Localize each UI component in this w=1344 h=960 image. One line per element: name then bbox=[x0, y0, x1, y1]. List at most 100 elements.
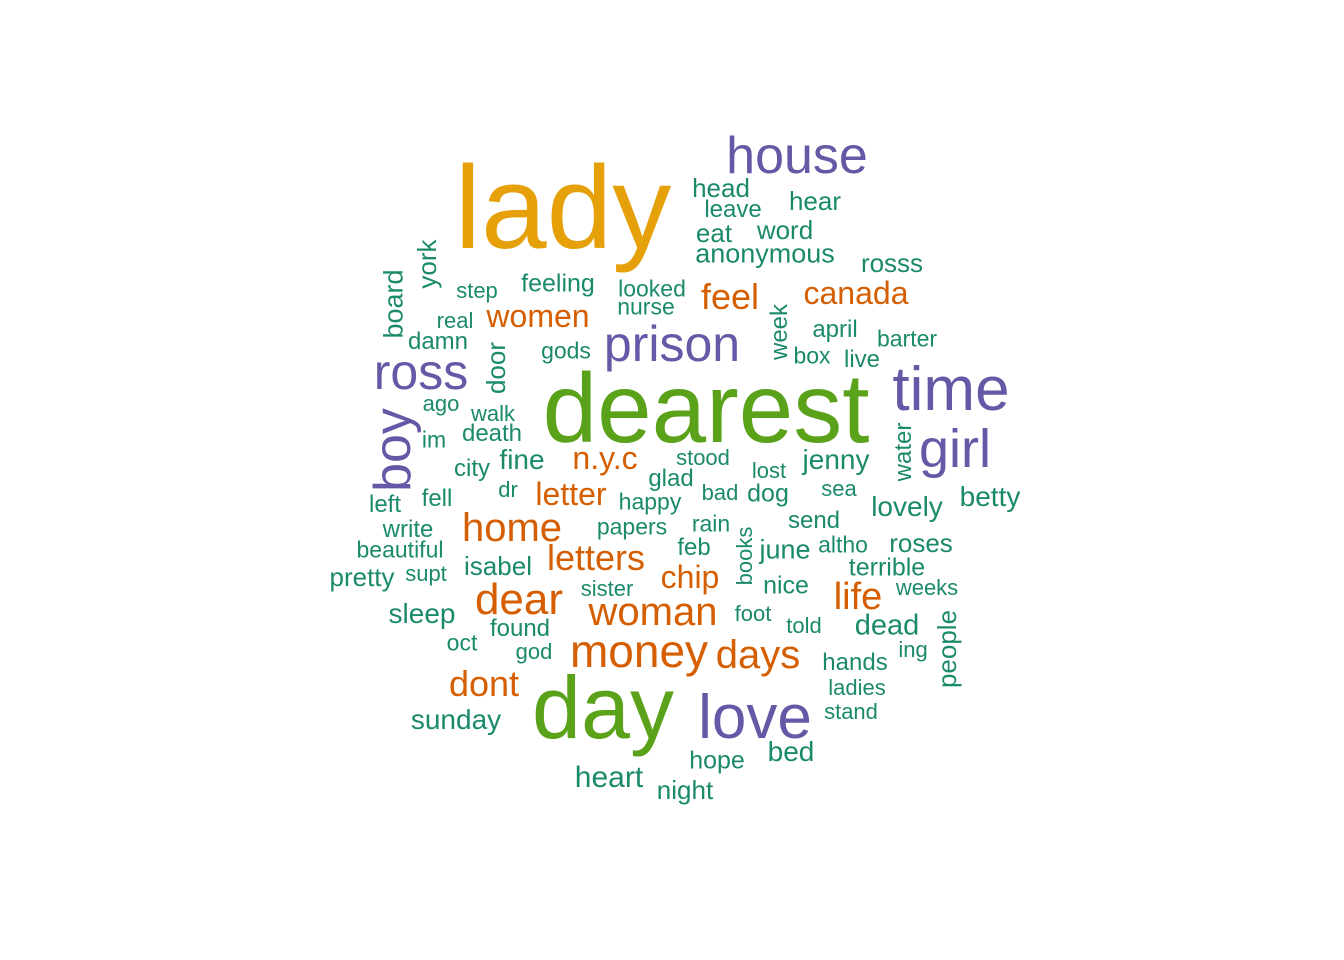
word-pretty: pretty bbox=[329, 562, 395, 592]
word-sleep: sleep bbox=[388, 598, 456, 629]
word-supt: supt bbox=[405, 561, 447, 586]
word-april: april bbox=[812, 316, 858, 343]
word-boy: boy bbox=[364, 408, 422, 492]
word-prison: prison bbox=[603, 316, 741, 372]
word-love: love bbox=[698, 683, 812, 752]
word-god: god bbox=[515, 639, 553, 664]
word-write: write bbox=[382, 516, 434, 543]
word-lady: lady bbox=[454, 142, 672, 274]
word-rain: rain bbox=[691, 510, 731, 537]
word-left: left bbox=[368, 491, 402, 518]
word-bed: bed bbox=[767, 736, 815, 767]
word-books: books bbox=[732, 526, 757, 586]
word-home: home bbox=[461, 506, 563, 550]
word-dr: dr bbox=[498, 477, 518, 502]
word-word: word bbox=[756, 215, 814, 245]
word-girl: girl bbox=[918, 419, 992, 479]
word-ross: ross bbox=[373, 344, 469, 400]
word-woman: woman bbox=[588, 590, 718, 634]
word-hands: hands bbox=[822, 649, 888, 676]
word-glad: glad bbox=[648, 465, 694, 492]
word-step: step bbox=[456, 278, 498, 303]
word-heart: heart bbox=[574, 761, 644, 794]
word-leave: leave bbox=[704, 196, 762, 223]
word-bad: bad bbox=[701, 480, 739, 505]
word-york: york bbox=[412, 239, 442, 289]
word-dearest: dearest bbox=[542, 353, 870, 463]
word-roses: roses bbox=[889, 528, 953, 558]
word-letters: letters bbox=[546, 537, 646, 578]
word-week: week bbox=[766, 303, 793, 361]
word-day: day bbox=[532, 658, 674, 757]
word-june: june bbox=[759, 534, 811, 565]
word-door: door bbox=[481, 341, 511, 395]
word-city: city bbox=[454, 455, 490, 482]
word-dead: dead bbox=[854, 609, 920, 642]
word-anonymous: anonymous bbox=[695, 238, 835, 269]
word-box: box bbox=[793, 342, 831, 369]
word-days: days bbox=[715, 633, 801, 677]
word-dog: dog bbox=[747, 479, 789, 508]
word-rosss: rosss bbox=[860, 248, 924, 278]
word-beautiful: beautiful bbox=[356, 536, 444, 563]
word-fell: fell bbox=[421, 485, 453, 512]
word-chip: chip bbox=[660, 559, 720, 595]
word-letter: letter bbox=[535, 476, 607, 512]
word-money: money bbox=[569, 625, 709, 677]
word-live: live bbox=[843, 346, 881, 373]
word-people: people bbox=[932, 609, 962, 689]
word-ladies: ladies bbox=[828, 675, 886, 700]
word-time: time bbox=[892, 355, 1010, 424]
word-sea: sea bbox=[821, 476, 857, 501]
word-dont: dont bbox=[448, 663, 520, 704]
word-lost: lost bbox=[751, 458, 787, 483]
word-barter: barter bbox=[876, 325, 938, 352]
word-found: found bbox=[489, 615, 551, 642]
word-terrible: terrible bbox=[848, 553, 926, 582]
word-hope: hope bbox=[689, 746, 745, 775]
word-real: real bbox=[436, 308, 474, 333]
word-house: house bbox=[726, 127, 868, 185]
word-looked: looked bbox=[618, 275, 686, 302]
word-canada: canada bbox=[803, 275, 909, 311]
word-night: night bbox=[656, 775, 714, 805]
word-fine: fine bbox=[499, 444, 545, 475]
word-im: im bbox=[421, 426, 447, 453]
word-feb: feb bbox=[677, 534, 711, 561]
word-feeling: feeling bbox=[521, 269, 595, 298]
word-weeks: weeks bbox=[895, 575, 959, 600]
word-nice: nice bbox=[763, 571, 809, 600]
word-head: head bbox=[692, 173, 750, 203]
word-board: board bbox=[378, 269, 409, 339]
word-foot: foot bbox=[734, 601, 772, 626]
word-death: death bbox=[461, 420, 523, 447]
word-altho: altho bbox=[818, 531, 868, 558]
word-ago: ago bbox=[422, 391, 460, 416]
word-lovely: lovely bbox=[871, 491, 943, 522]
word-jenny: jenny bbox=[802, 444, 870, 475]
word-isabel: isabel bbox=[464, 551, 532, 581]
word-told: told bbox=[786, 613, 822, 638]
word-damn: damn bbox=[407, 328, 469, 355]
word-walk: walk bbox=[470, 401, 516, 426]
word-papers: papers bbox=[596, 513, 668, 540]
word-stood: stood bbox=[676, 445, 730, 470]
word-hear: hear bbox=[788, 186, 842, 216]
word-ing: ing bbox=[898, 637, 928, 662]
word-feel: feel bbox=[700, 276, 760, 317]
word-oct: oct bbox=[446, 629, 478, 656]
word-stand: stand bbox=[824, 699, 878, 724]
word-gods: gods bbox=[541, 337, 591, 364]
word-life: life bbox=[833, 576, 883, 618]
word-women: women bbox=[486, 298, 590, 334]
word-happy: happy bbox=[618, 488, 682, 515]
word-nurse: nurse bbox=[617, 293, 675, 320]
word-betty: betty bbox=[959, 481, 1021, 512]
word-eat: eat bbox=[695, 218, 733, 248]
word-sunday: sunday bbox=[410, 704, 502, 735]
word-sister: sister bbox=[580, 576, 634, 601]
word-send: send bbox=[787, 507, 841, 534]
word-water: water bbox=[890, 422, 917, 482]
word-dear: dear bbox=[474, 575, 564, 624]
